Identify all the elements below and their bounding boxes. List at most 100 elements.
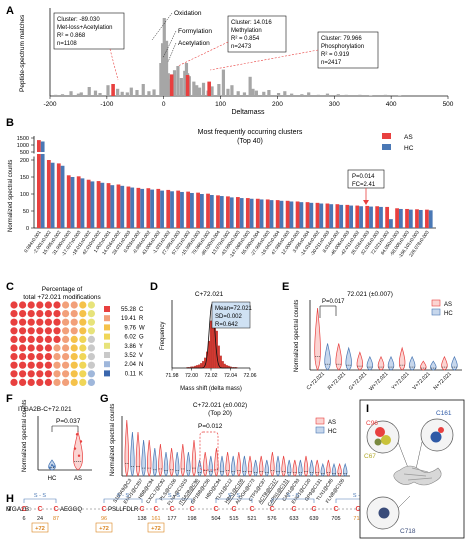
- c-waffle-cell: [79, 378, 87, 386]
- panel-c: C Percentage of total +72.021 modificati…: [6, 281, 145, 386]
- c-waffle-cell: [10, 344, 18, 352]
- a-x-tick-label: 300: [329, 101, 340, 108]
- b-bar: [249, 198, 254, 228]
- b-bar: [365, 205, 370, 228]
- c-waffle-cell: [19, 353, 27, 361]
- b-legend-as-swatch: [382, 133, 391, 139]
- c-waffle-cell: [19, 335, 27, 343]
- b-y-label: Normalized spectral counts: [8, 160, 14, 232]
- b-bar: [389, 219, 393, 228]
- h-position: 633: [289, 516, 298, 522]
- a-bar-gray: [316, 94, 320, 96]
- g-violin-as: [236, 451, 241, 477]
- a-bar-gray: [398, 95, 402, 96]
- g-title: C+72.021 (±0.002): [193, 402, 247, 409]
- b-bar: [395, 208, 399, 228]
- a-bar-gray: [125, 92, 129, 96]
- b-bar: [259, 199, 264, 228]
- c-waffle-cell: [19, 318, 27, 326]
- a-bar-gray: [197, 87, 202, 96]
- c-legend-residue: V: [139, 353, 143, 359]
- c-waffle-cell: [53, 361, 61, 369]
- a-x-tick-label: -100: [100, 101, 113, 108]
- a-bar-gray: [358, 94, 362, 96]
- b-bar: [239, 198, 244, 228]
- f-title: ITGA2B-C+72.021: [18, 406, 72, 413]
- i-atom-c718: [378, 507, 390, 519]
- a-x-ticks: -200 -100 0 100 200 300 400 500: [43, 96, 454, 108]
- a-anno-80-l2: Phosphorylation: [321, 44, 364, 50]
- c-waffle-cell: [19, 361, 27, 369]
- h-position: 198: [187, 516, 196, 522]
- h-cys-residue: C: [213, 506, 218, 513]
- c-waffle-cell: [62, 353, 70, 361]
- g-highlight-box: [199, 431, 219, 471]
- g-violin-hc: [275, 455, 281, 477]
- g-violin-as: [247, 455, 253, 477]
- c-waffle-cell: [36, 318, 44, 326]
- a-bars: [54, 18, 402, 96]
- h-cys-residue: C: [355, 506, 360, 513]
- e-violin-hc: [387, 355, 395, 371]
- f-x-label-hc: HC: [48, 476, 57, 482]
- c-waffle-cell: [87, 301, 95, 309]
- h-position: 87: [53, 516, 59, 522]
- b-bar: [70, 177, 75, 228]
- b-bar: [156, 188, 161, 228]
- e-violin-as: [441, 355, 448, 371]
- a-bar-gray: [60, 94, 65, 96]
- c-waffle-cell: [27, 353, 35, 361]
- panel-label-b: B: [6, 117, 14, 129]
- e-y-label: Normalized spectral counts: [294, 300, 300, 372]
- a-leader-neg89: [109, 48, 119, 81]
- d-stats-mean: Mean=72.021: [215, 306, 253, 312]
- a-anno-oxidation: Oxidation: [174, 10, 202, 17]
- g-violin-as: [270, 451, 275, 477]
- b-bar: [408, 209, 413, 228]
- c-waffle-cell: [87, 327, 95, 335]
- a-leader-oxidation: [151, 12, 173, 41]
- b-y-tick-label: 500: [20, 150, 29, 156]
- g-violin-as: [158, 443, 163, 477]
- c-waffle-cell: [70, 378, 78, 386]
- c-waffle-cell: [87, 318, 95, 326]
- a-bar-red: [207, 81, 211, 96]
- b-bar: [190, 192, 194, 228]
- c-waffle-cell: [19, 370, 27, 378]
- g-violin-as: [169, 447, 174, 477]
- c-waffle-cell: [70, 335, 78, 343]
- c-waffle-cell: [27, 378, 35, 386]
- c-waffle-cell: [62, 310, 70, 318]
- h-disulfide-bracket: [103, 498, 143, 503]
- h-disulfide-bracket: [271, 498, 315, 503]
- b-bar: [40, 154, 45, 228]
- c-legend-residue: N: [139, 362, 143, 368]
- b-bar: [66, 175, 71, 228]
- c-legend-swatch: [104, 370, 110, 377]
- a-x-tick-label: 200: [272, 101, 283, 108]
- c-waffle-cell: [79, 310, 87, 318]
- h-cys-residue: C: [189, 506, 194, 513]
- g-violin-hc: [208, 455, 213, 477]
- panel-label-g: G: [100, 393, 109, 405]
- h-cys-residue: C: [311, 506, 316, 513]
- a-bar-gray: [106, 85, 110, 96]
- h-cys-residue: C: [333, 506, 338, 513]
- panel-label-a: A: [6, 5, 14, 17]
- c-waffle-cell: [27, 344, 35, 352]
- c-waffle-cell: [10, 318, 18, 326]
- b-bar: [130, 187, 135, 228]
- c-waffle-cell: [62, 318, 70, 326]
- c-waffle-cell: [70, 370, 78, 378]
- c-waffle-cell: [87, 353, 95, 361]
- a-bar-gray: [221, 69, 226, 96]
- c-waffle-cell: [36, 353, 44, 361]
- h-position: 504: [211, 516, 220, 522]
- f-violin-as: [73, 430, 83, 471]
- a-bar-gray: [176, 66, 180, 96]
- c-waffle-cell: [53, 301, 61, 309]
- a-bar-gray: [54, 94, 58, 96]
- b-bar: [428, 210, 433, 228]
- a-annotation-box-14: [227, 15, 287, 53]
